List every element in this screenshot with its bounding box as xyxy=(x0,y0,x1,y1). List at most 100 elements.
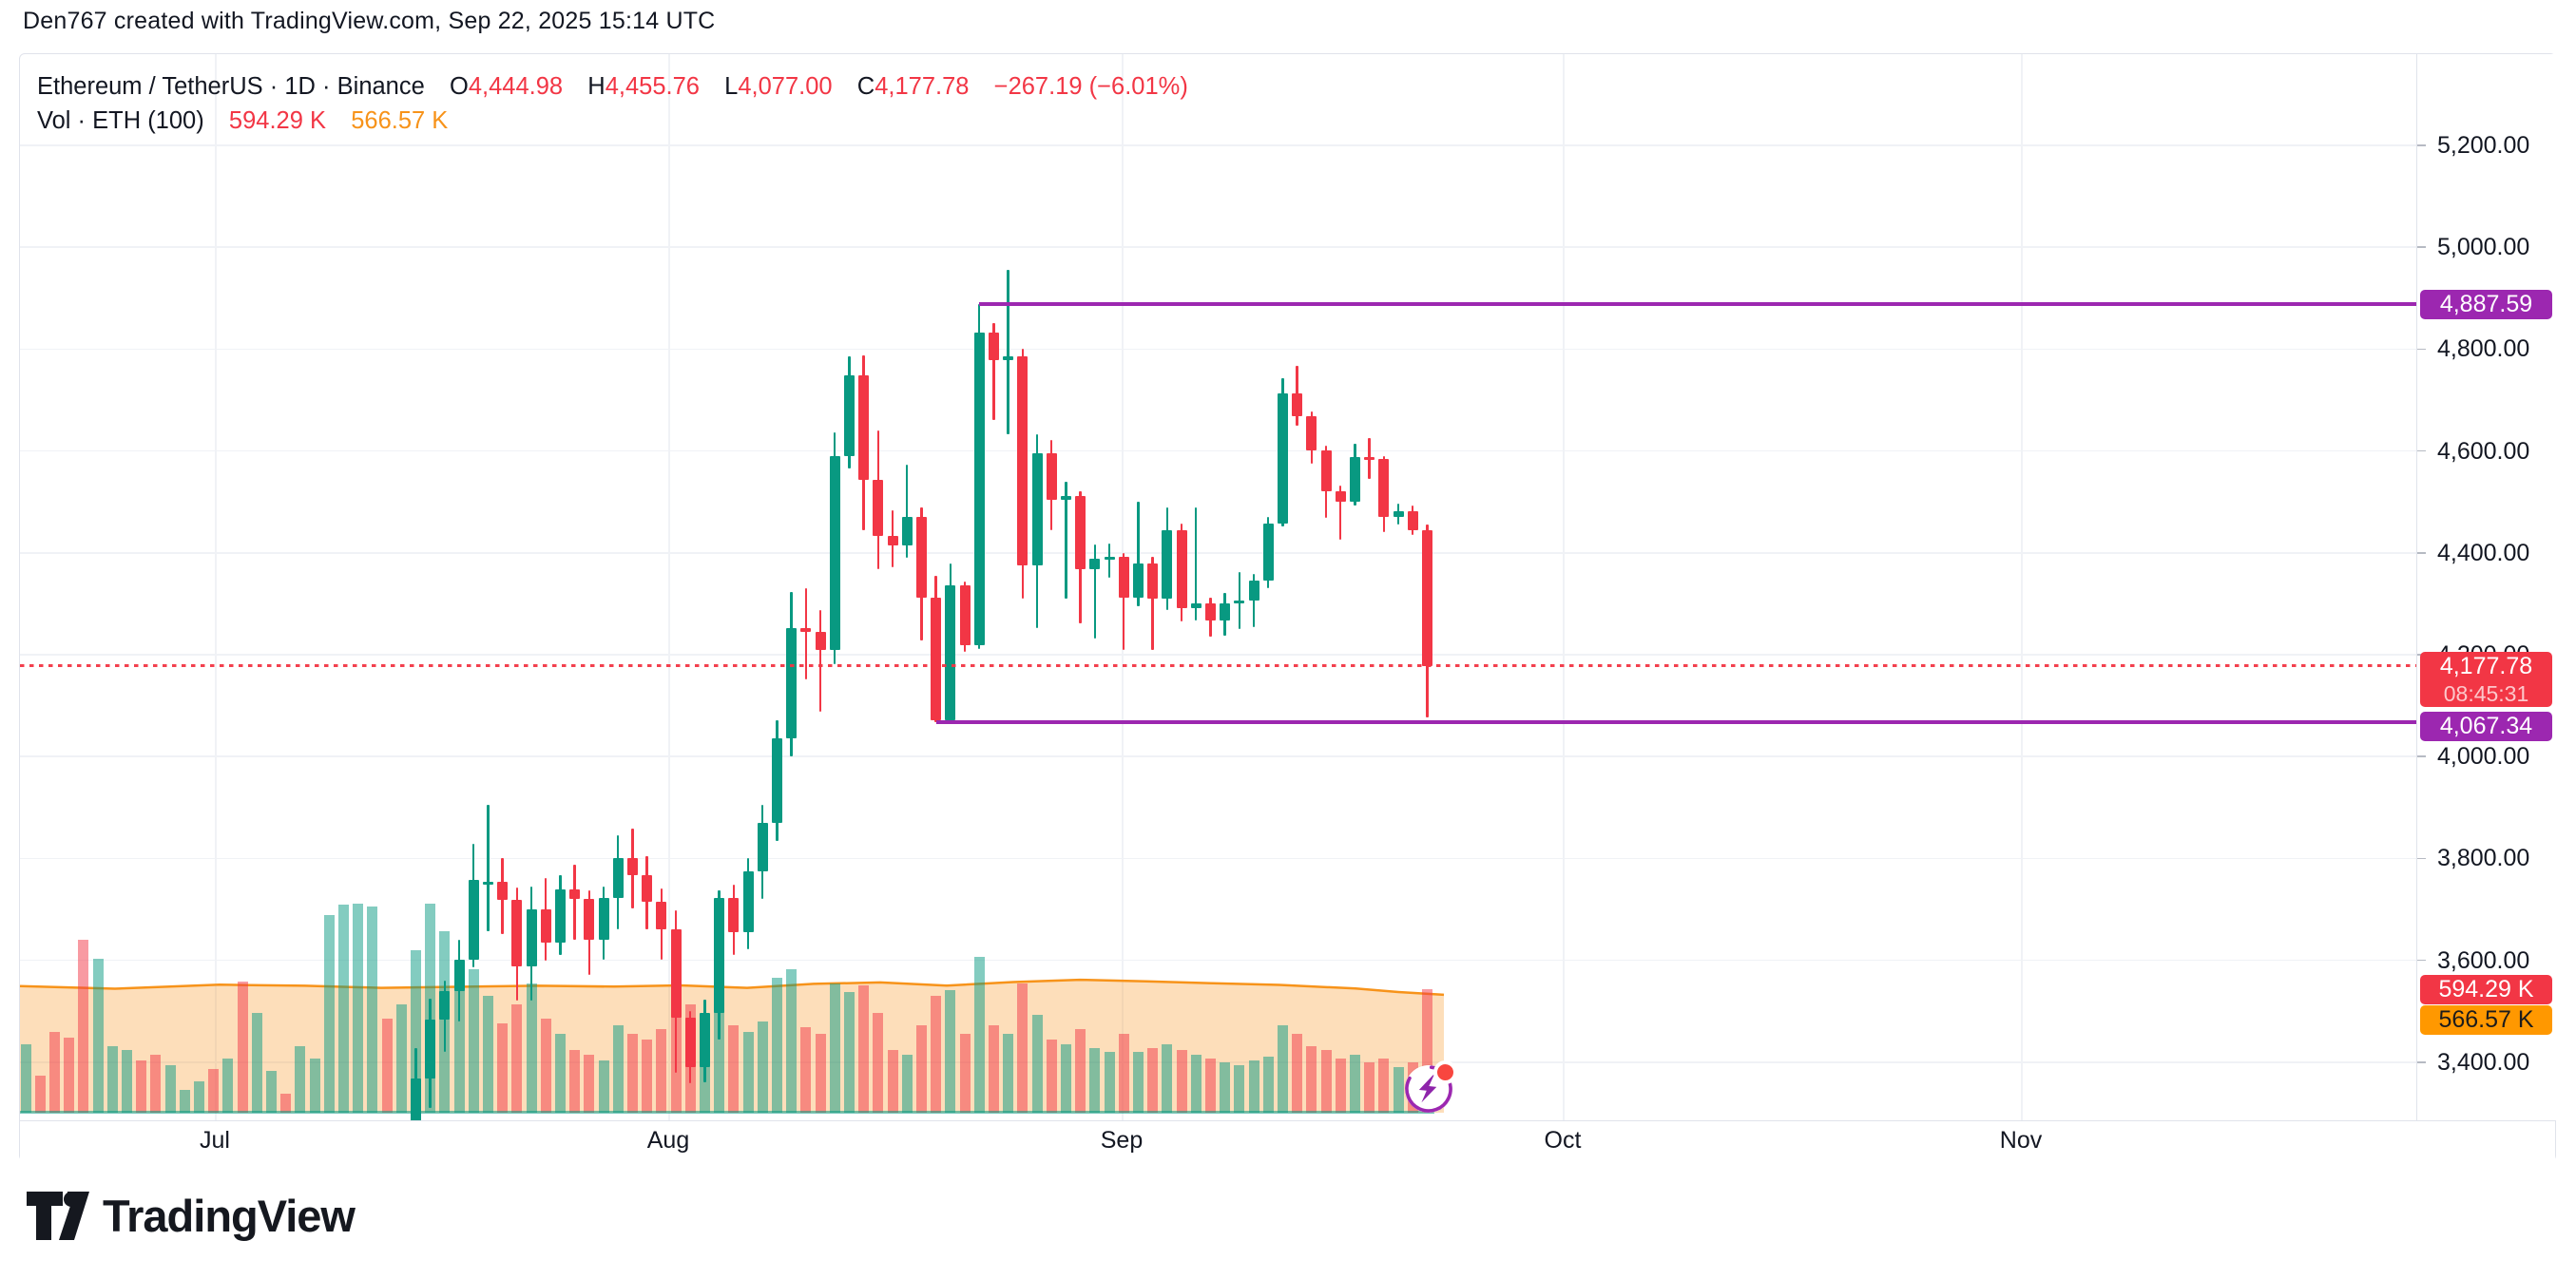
volume-bar xyxy=(988,1025,999,1113)
volume-bar xyxy=(757,1021,768,1113)
price-axis[interactable]: 5,200.00 5,000.00 4,800.00 4,600.00 4,400.00… xyxy=(2416,54,2556,1120)
candle xyxy=(873,480,884,536)
candle xyxy=(1262,523,1274,581)
exchange: Binance xyxy=(336,73,425,100)
candle xyxy=(973,333,985,645)
candle xyxy=(829,455,840,650)
volume-bar xyxy=(48,1031,60,1113)
volume-bar xyxy=(482,996,493,1113)
volume-bar xyxy=(136,1060,147,1113)
volume-bar xyxy=(193,1081,204,1113)
candle xyxy=(800,628,812,632)
volume-bar xyxy=(1190,1054,1201,1113)
volume-bar xyxy=(887,1050,898,1113)
volume-bar xyxy=(251,1012,262,1113)
candle xyxy=(1349,457,1360,503)
low-label: L xyxy=(724,73,739,100)
low-level-line[interactable] xyxy=(935,720,2416,725)
volume-bar xyxy=(497,1022,509,1113)
volume-bar xyxy=(612,1025,624,1113)
candle xyxy=(656,901,667,929)
candle xyxy=(1248,580,1259,601)
candle xyxy=(1407,510,1418,530)
instant-chart-button[interactable] xyxy=(1402,1060,1457,1116)
chart-legend[interactable]: Ethereum / TetherUS · 1D · Binance O4,44… xyxy=(37,69,1188,138)
volume-bar xyxy=(265,1071,277,1113)
volume-ma-value: 566.57 K xyxy=(351,107,449,134)
candle xyxy=(742,870,754,933)
volume-bar xyxy=(1147,1048,1159,1113)
candle xyxy=(1234,601,1245,604)
candle xyxy=(1190,603,1201,608)
volume-bar xyxy=(1075,1029,1086,1113)
high-level-badge: 4,887.59 xyxy=(2420,290,2552,319)
candle xyxy=(1060,495,1071,500)
candle xyxy=(1031,453,1043,566)
candle-wick xyxy=(1122,552,1125,651)
candle xyxy=(1003,355,1014,361)
candle xyxy=(1075,495,1086,569)
volume-bar xyxy=(410,950,421,1113)
price-axis-label: 3,800.00 xyxy=(2437,845,2530,872)
volume-bar xyxy=(728,1025,740,1113)
chart-plot-area[interactable]: Ethereum / TetherUS · 1D · Binance O4,44… xyxy=(20,54,2416,1120)
volume-bar xyxy=(526,983,537,1113)
h-gridline xyxy=(20,959,2416,962)
volume-bar xyxy=(295,1045,306,1113)
candle xyxy=(684,1018,696,1068)
volume-bar xyxy=(1031,1015,1043,1113)
volume-baseline xyxy=(20,1111,1435,1114)
volume-bar xyxy=(1132,1052,1144,1113)
volume-bar xyxy=(208,1069,220,1113)
volume-bar xyxy=(34,1075,46,1113)
candle xyxy=(1292,393,1303,417)
v-gridline xyxy=(2021,54,2023,1120)
close-value: 4,177.78 xyxy=(875,73,970,100)
candle xyxy=(425,1020,436,1079)
tradingview-logo[interactable]: TradingView xyxy=(27,1190,356,1242)
volume-bar xyxy=(931,996,942,1113)
volume-bar xyxy=(786,968,798,1113)
volume-bar xyxy=(511,1004,523,1113)
candle-wick xyxy=(1065,481,1067,600)
time-axis-label: Aug xyxy=(646,1127,690,1154)
h-gridline xyxy=(20,755,2416,757)
candle xyxy=(584,899,595,941)
volume-bar xyxy=(598,1060,609,1113)
volume-bar xyxy=(1306,1045,1317,1113)
volume-bar xyxy=(901,1054,913,1113)
candle xyxy=(714,898,725,1013)
volume-bar xyxy=(395,1004,407,1113)
volume-bar xyxy=(1292,1033,1303,1113)
interval: 1D xyxy=(284,73,316,100)
candle xyxy=(511,900,523,967)
volume-bar xyxy=(381,1019,393,1113)
price-axis-tick xyxy=(2417,1061,2426,1063)
high-level-line[interactable] xyxy=(979,302,2416,307)
tradingview-glyph-icon xyxy=(27,1191,89,1240)
volume-bar xyxy=(1204,1059,1216,1113)
low-level-badge: 4,067.34 xyxy=(2420,712,2552,741)
candle xyxy=(642,874,653,902)
candle xyxy=(1132,563,1144,598)
change-value: −267.19 (−6.01%) xyxy=(993,73,1188,100)
h-gridline xyxy=(20,654,2416,656)
candle-wick xyxy=(1093,544,1097,639)
time-axis-label: Oct xyxy=(1544,1127,1582,1154)
candle xyxy=(410,1078,421,1120)
candle xyxy=(1393,510,1404,518)
candle xyxy=(1176,529,1187,608)
volume-bar xyxy=(20,1043,31,1113)
volume-bar xyxy=(1234,1064,1245,1113)
volume-bar xyxy=(1378,1059,1390,1113)
candle xyxy=(1147,563,1159,600)
time-axis[interactable]: Jul Aug Sep Oct Nov xyxy=(20,1120,2555,1161)
volume-bar xyxy=(771,977,782,1113)
candle xyxy=(858,375,870,481)
last-price-badge: 4,177.78 08:45:31 xyxy=(2420,652,2552,707)
price-axis-tick xyxy=(2417,857,2426,860)
volume-bar xyxy=(1220,1062,1231,1113)
volume-bar xyxy=(468,968,479,1113)
volume-bar xyxy=(1176,1050,1187,1113)
candle-wick xyxy=(573,864,576,941)
